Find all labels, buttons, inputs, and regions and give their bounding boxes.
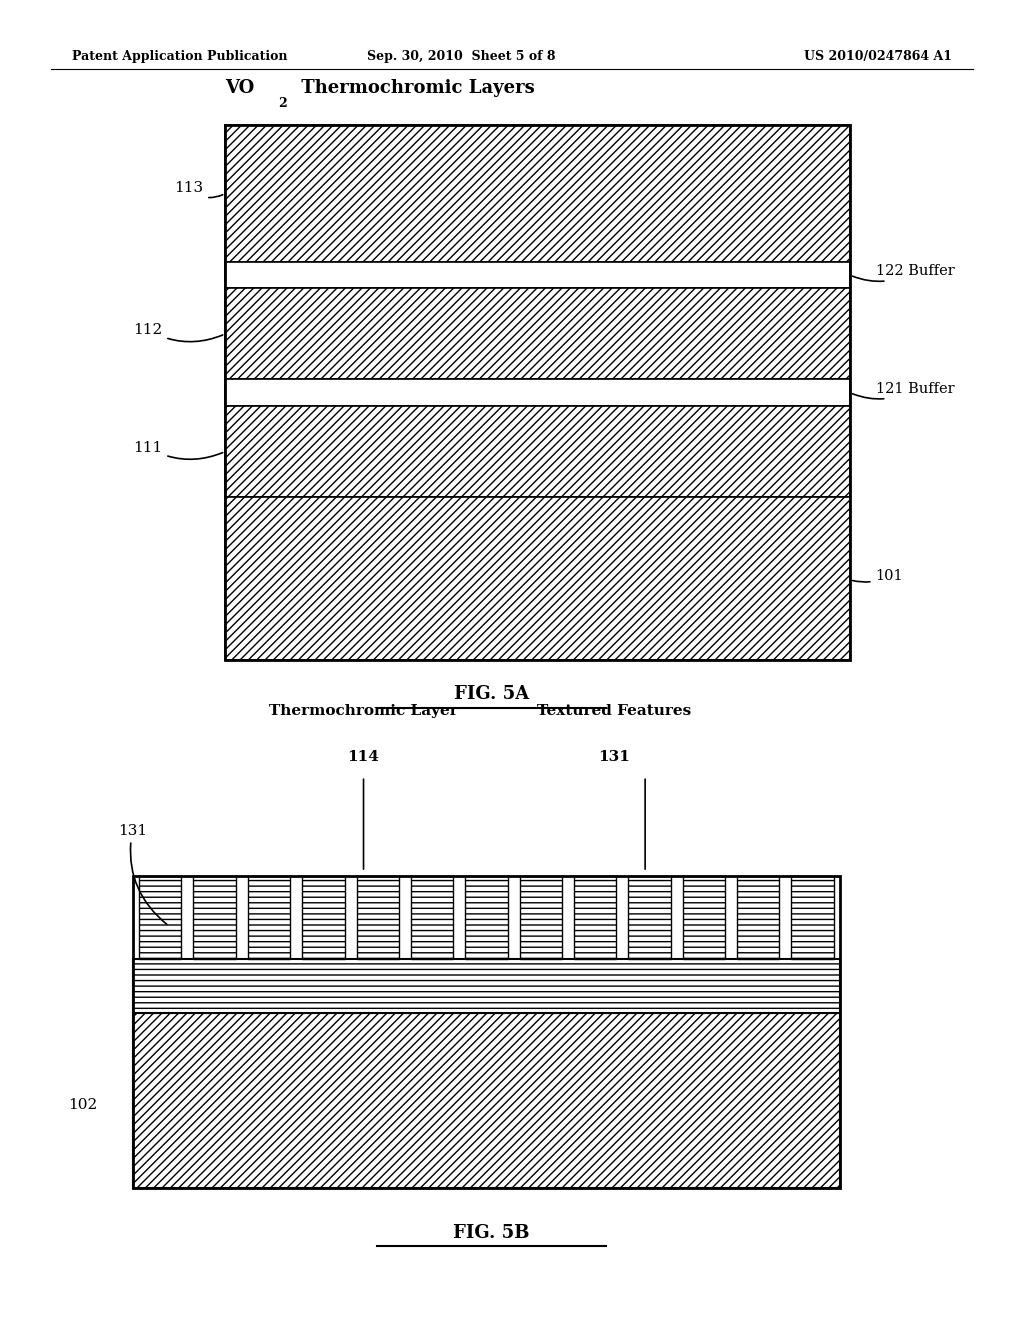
Bar <box>519 876 562 960</box>
Bar <box>737 876 779 960</box>
Text: 131: 131 <box>598 750 631 764</box>
Bar <box>133 960 840 1014</box>
Bar <box>411 876 454 960</box>
Text: 131: 131 <box>118 824 167 924</box>
Text: 114: 114 <box>347 750 380 764</box>
Text: US 2010/0247864 A1: US 2010/0247864 A1 <box>804 50 952 63</box>
Bar <box>225 125 850 261</box>
Bar <box>225 379 850 407</box>
Bar <box>139 876 181 960</box>
Bar <box>133 1014 840 1188</box>
Bar <box>302 876 344 960</box>
Text: FIG. 5A: FIG. 5A <box>454 685 529 704</box>
Bar <box>792 876 834 960</box>
Text: 102: 102 <box>68 1098 97 1111</box>
Text: 121 Buffer: 121 Buffer <box>853 381 954 399</box>
Text: 101: 101 <box>853 569 903 583</box>
Text: Thermochromic Layers: Thermochromic Layers <box>295 79 535 96</box>
Text: 112: 112 <box>133 323 222 342</box>
Text: 113: 113 <box>174 181 223 198</box>
Text: Sep. 30, 2010  Sheet 5 of 8: Sep. 30, 2010 Sheet 5 of 8 <box>367 50 555 63</box>
Bar <box>629 876 671 960</box>
Text: Thermochromic Layer: Thermochromic Layer <box>269 704 458 718</box>
Bar <box>225 407 850 496</box>
Bar <box>225 261 850 289</box>
Bar <box>225 496 850 660</box>
Bar <box>225 125 850 660</box>
Text: 111: 111 <box>133 441 222 459</box>
Bar <box>683 876 725 960</box>
Text: FIG. 5B: FIG. 5B <box>454 1224 529 1242</box>
Text: Patent Application Publication: Patent Application Publication <box>72 50 287 63</box>
Bar <box>225 289 850 379</box>
Text: VO: VO <box>225 79 255 96</box>
Text: 2: 2 <box>279 98 288 111</box>
Text: 122 Buffer: 122 Buffer <box>853 264 954 281</box>
Bar <box>248 876 290 960</box>
Bar <box>194 876 236 960</box>
Bar <box>465 876 508 960</box>
Text: Textured Features: Textured Features <box>538 704 691 718</box>
Bar <box>356 876 399 960</box>
Bar <box>573 876 616 960</box>
Bar <box>133 876 840 1188</box>
